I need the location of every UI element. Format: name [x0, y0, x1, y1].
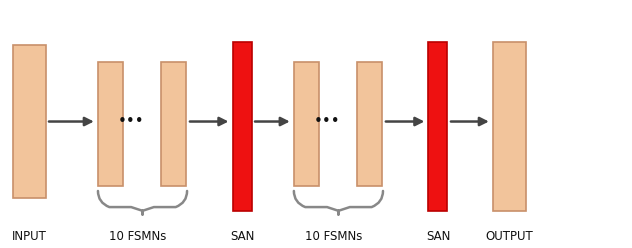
Bar: [98, 62, 123, 186]
Text: SAN: SAN: [230, 230, 254, 243]
Bar: [13, 45, 46, 198]
Bar: [161, 62, 186, 186]
Bar: [233, 42, 252, 211]
Text: OUTPUT: OUTPUT: [485, 230, 533, 243]
Text: 10 FSMNs: 10 FSMNs: [305, 230, 362, 243]
Bar: [294, 62, 319, 186]
Text: •••: •••: [118, 114, 144, 129]
Bar: [493, 42, 526, 211]
Text: INPUT: INPUT: [11, 230, 47, 243]
Bar: [357, 62, 382, 186]
Text: 10 FSMNs: 10 FSMNs: [109, 230, 166, 243]
Bar: [428, 42, 447, 211]
Text: •••: •••: [313, 114, 340, 129]
Text: SAN: SAN: [426, 230, 450, 243]
